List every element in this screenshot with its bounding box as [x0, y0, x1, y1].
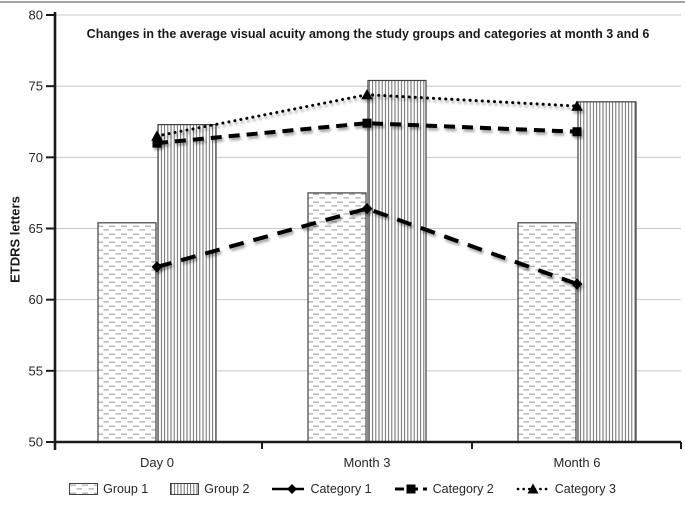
bar-group-1-month-6	[517, 222, 577, 443]
marker-triangle-category-3-1	[361, 89, 373, 100]
chart-legend: Group 1 Group 2 Category 1 Category 2	[0, 477, 685, 501]
marker-square-category-2-0	[152, 138, 162, 148]
x-category-label-day-0: Day 0	[140, 455, 174, 470]
y-tick-label-80: 80	[29, 8, 43, 23]
category3-line-triangle-icon	[516, 483, 550, 494]
category2-line-square-icon	[394, 484, 427, 494]
line-category-1	[156, 206, 578, 286]
marker-diamond-category-1-1	[361, 203, 373, 215]
legend-item-category-2: Category 2	[394, 482, 494, 496]
y-tick-label-70: 70	[29, 150, 43, 165]
legend-label-category-3: Category 3	[554, 482, 616, 496]
legend-item-category-3: Category 3	[516, 482, 616, 496]
figure-top-border	[0, 1, 685, 3]
group2-bar-swatch-icon	[170, 483, 200, 495]
legend-label-category-2: Category 2	[432, 482, 494, 496]
legend-item-category-1: Category 1	[271, 482, 372, 496]
bar-group-1-month-3	[307, 192, 367, 443]
y-tick-label-55: 55	[29, 363, 43, 378]
y-tick-label-65: 65	[29, 221, 43, 236]
marker-diamond-category-1-0	[151, 261, 163, 273]
marker-square-category-2-1	[362, 118, 372, 128]
x-category-label-month-3: Month 3	[344, 455, 391, 470]
legend-label-group-1: Group 1	[103, 482, 149, 496]
marker-square-category-2-2	[572, 127, 582, 137]
line-category-3	[155, 93, 579, 138]
legend-label-category-1: Category 1	[310, 482, 372, 496]
line-category-2	[156, 121, 578, 146]
bar-group-2-day-0	[157, 123, 217, 443]
legend-item-group-1: Group 1	[69, 482, 148, 496]
group1-bar-swatch-icon	[69, 483, 99, 495]
legend-item-group-2: Group 2	[170, 482, 249, 496]
x-category-label-month-6: Month 6	[554, 455, 601, 470]
category1-line-diamond-icon	[272, 484, 305, 494]
chart-title: Changes in the average visual acuity amo…	[86, 27, 650, 41]
legend-label-group-2: Group 2	[204, 482, 250, 496]
y-tick-label-50: 50	[29, 435, 43, 450]
y-tick-label-60: 60	[29, 292, 43, 307]
y-tick-label-75: 75	[29, 79, 43, 94]
marker-diamond-category-1-2	[571, 278, 583, 290]
marker-triangle-category-3-2	[571, 100, 583, 111]
bar-group-2-month-3	[367, 79, 427, 443]
marker-triangle-category-3-0	[151, 130, 163, 141]
bar-group-1-day-0	[97, 222, 157, 443]
bar-group-2-month-6	[577, 101, 637, 443]
